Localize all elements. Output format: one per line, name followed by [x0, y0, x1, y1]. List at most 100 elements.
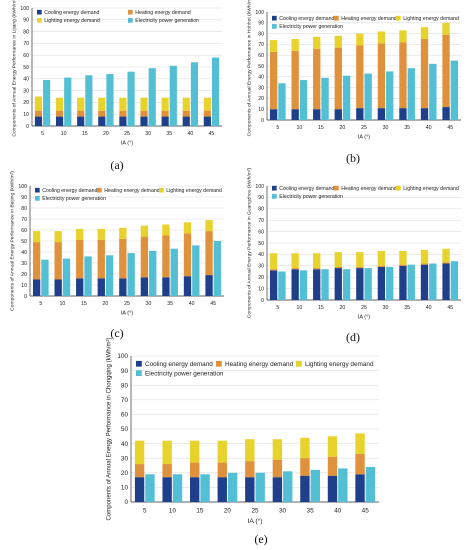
bar-heating — [119, 238, 127, 279]
legend-swatch-lighting — [396, 185, 401, 191]
legend-swatch-electricity — [136, 370, 142, 377]
legend-label-lighting: Lighting energy demand — [166, 188, 222, 194]
bar-cooling — [420, 264, 429, 300]
legend-label-lighting: Lighting energy demand — [44, 18, 100, 24]
bar-heating — [217, 462, 227, 478]
bar-lighting — [183, 222, 192, 234]
bar-electricity — [450, 60, 459, 120]
x-tick-label: 5 — [143, 507, 147, 514]
x-tick-label: 45 — [447, 305, 453, 311]
bar-cooling — [313, 109, 321, 120]
y-tick-label: 60 — [258, 53, 264, 59]
y-tick-label: 100 — [255, 10, 264, 16]
y-tick-label: 90 — [121, 368, 129, 375]
bar-heating — [134, 464, 145, 478]
y-tick-label: 60 — [21, 228, 27, 234]
bar-cooling — [119, 278, 127, 296]
panel-label-b: (b) — [346, 151, 360, 165]
bar-cooling — [119, 116, 127, 126]
x-tick-label: 45 — [210, 301, 216, 307]
legend-label-cooling: Cooling energy demand — [279, 16, 334, 22]
panel-label-e: (e) — [254, 532, 268, 546]
bar-cooling — [182, 116, 190, 126]
y-tick-label: 30 — [258, 264, 264, 270]
chart-panel-e: 0 10 20 30 40 50 60 70 80 90 100 5 10 15 20 25 30 35 40 45 I… — [95, 337, 387, 550]
x-tick-label: 30 — [383, 305, 389, 311]
bar-electricity — [283, 471, 293, 502]
bar-heating — [334, 266, 342, 269]
bar-electricity — [190, 62, 199, 126]
legend-label-cooling: Cooling energy demand — [145, 361, 213, 368]
legend-swatch-heating — [128, 9, 133, 15]
bar-cooling — [377, 266, 386, 300]
bar-heating — [245, 461, 255, 478]
bar-cooling — [334, 268, 342, 300]
bar-heating — [355, 453, 365, 475]
bar-cooling — [134, 477, 145, 502]
legend-label-lighting: Lighting energy demand — [305, 361, 374, 368]
bar-electricity — [62, 258, 71, 296]
bar-electricity — [85, 75, 93, 126]
bar-cooling — [420, 108, 429, 120]
bar-electricity — [149, 250, 157, 296]
x-tick-label: 15 — [81, 301, 87, 307]
chart-panel-a: 0 10 20 30 40 50 60 70 80 90 100 5 10 15 20 25 30 35 40 45 I… — [0, 0, 232, 180]
legend-label-heating: Heating energy demand — [225, 361, 294, 368]
x-tick-label: 10 — [296, 125, 302, 131]
x-tick-label: 10 — [169, 507, 177, 514]
bar-lighting — [269, 40, 278, 52]
chart-panel-b: 0 10 20 30 40 50 60 70 80 90 100 5 10 15 20 25 30 35 40 45 I… — [237, 0, 469, 180]
legend-swatch-lighting — [296, 360, 302, 367]
bar-electricity — [342, 75, 351, 120]
legend-swatch-electricity — [128, 18, 133, 23]
bar-heating — [34, 110, 43, 117]
y-axis-label: Components of Annual Energy Performance … — [9, 171, 15, 311]
legend-swatch-heating — [334, 185, 339, 191]
bar-heating — [190, 462, 200, 478]
bar-cooling — [32, 279, 41, 296]
x-tick-label: 35 — [404, 125, 410, 131]
x-tick-label: 10 — [61, 131, 67, 137]
bar-heating — [203, 110, 211, 117]
bar-electricity — [227, 472, 238, 502]
bar-cooling — [77, 116, 85, 126]
bar-heating — [162, 235, 170, 278]
x-tick-label: 40 — [426, 125, 432, 131]
y-tick-label: 10 — [23, 112, 29, 118]
bar-heating — [54, 242, 62, 280]
bar-electricity — [169, 65, 177, 126]
y-tick-label: 60 — [258, 229, 264, 235]
bar-heating — [76, 239, 84, 279]
bar-electricity — [64, 77, 72, 126]
bar-heating — [269, 51, 278, 110]
bar-cooling — [140, 116, 148, 126]
chart-e: 0 10 20 30 40 50 60 70 80 90 100 5 10 15 20 25 30 35 40 45 I… — [106, 337, 379, 525]
y-axis-label: Components of Annual Energy Performance … — [246, 167, 252, 318]
bar-cooling — [76, 278, 84, 296]
bar-cooling — [356, 108, 364, 120]
bar-lighting — [140, 97, 148, 111]
bar-electricity — [148, 68, 156, 126]
chart-panel-c: 0 10 20 30 40 50 60 70 80 90 100 5 10 15 20 25 30 35 40 45 I… — [0, 171, 232, 358]
bar-lighting — [313, 36, 321, 49]
bar-heating — [300, 458, 310, 476]
bar-electricity — [299, 80, 308, 120]
y-tick-label: 20 — [258, 275, 264, 281]
bar-cooling — [377, 108, 386, 120]
bar-heating — [55, 110, 64, 117]
y-tick-label: 70 — [258, 218, 264, 224]
x-axis-label: IA (°) — [358, 134, 370, 140]
bar-cooling — [203, 116, 211, 126]
bar-lighting — [269, 253, 278, 270]
bar-heating — [356, 266, 364, 269]
y-tick-label: 90 — [21, 195, 27, 201]
y-tick-label: 40 — [121, 441, 129, 448]
bar-electricity — [43, 79, 51, 126]
chart-a: 0 10 20 30 40 50 60 70 80 90 100 5 10 15 20 25 30 35 40 45 I… — [11, 0, 222, 146]
bar-lighting — [217, 440, 227, 463]
bar-heating — [442, 34, 450, 108]
y-tick-label: 80 — [121, 382, 129, 389]
bar-cooling — [442, 107, 450, 120]
legend-label-cooling: Cooling energy demand — [44, 10, 99, 16]
y-tick-label: 30 — [258, 85, 264, 91]
